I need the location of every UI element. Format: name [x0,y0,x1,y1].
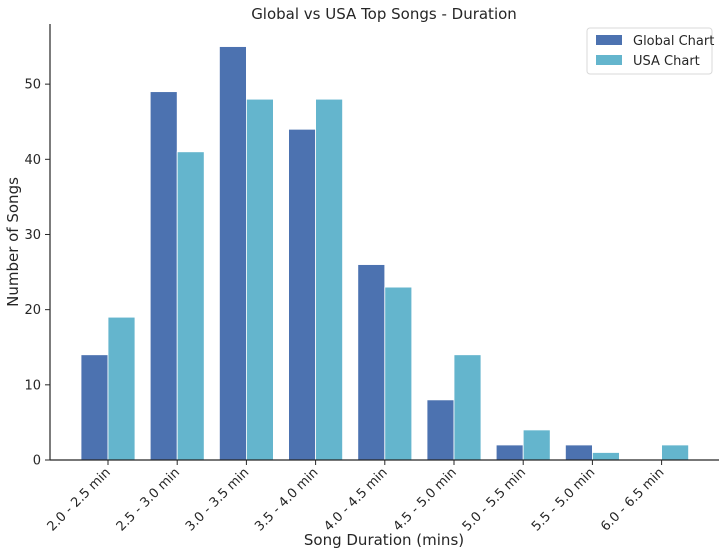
legend-swatch-global [596,35,622,45]
bar-global-chart-5-5-5-0-min [565,444,593,461]
y-tick-label: 20 [24,303,41,318]
x-tick-label: 3.0 - 3.5 min [183,465,252,534]
bar-global-chart-4-0-4-5-min [357,264,386,461]
x-axis-label: Song Duration (mins) [304,531,464,549]
x-tick-label: 4.0 - 4.5 min [321,465,390,534]
bar-usa-chart-4-0-4-5-min [384,286,413,461]
y-tick-label: 30 [24,228,41,243]
bar-usa-chart-5-5-5-0-min [592,452,620,461]
bar-usa-chart-2-5-3-0-min [176,151,205,461]
y-axis-ticks: 0 10 20 30 40 50 [24,78,50,469]
legend-label-global: Global Chart [633,34,714,49]
bar-global-chart-2-5-3-0-min [149,91,178,461]
x-axis-ticks: 2.0 - 2.5 min 2.5 - 3.0 min 3.0 - 3.5 min 3… [45,460,667,534]
y-tick-label: 40 [24,153,41,168]
bar-usa-chart-3-5-4-0-min [315,98,344,461]
x-tick-label: 4.5 - 5.0 min [391,465,460,534]
x-tick-label: 2.0 - 2.5 min [45,465,114,534]
bar-usa-chart-2-0-2-5-min [107,316,136,461]
legend: Global Chart USA Chart [586,27,714,75]
y-tick-label: 10 [24,378,41,393]
bar-usa-chart-6-0-6-5-min [661,444,689,461]
bar-global-chart-3-5-4-0-min [288,128,317,461]
bar-global-chart-4-5-5-0-min [426,399,455,461]
x-tick-label: 2.5 - 3.0 min [114,465,183,534]
chart-title: Global vs USA Top Songs - Duration [251,5,517,23]
legend-swatch-usa [596,55,622,65]
x-tick-label: 3.5 - 4.0 min [252,465,321,534]
x-tick-label: 5.0 - 5.5 min [460,465,529,534]
y-tick-label: 0 [33,454,41,469]
x-tick-label: 5.5 - 5.0 min [529,465,598,534]
bar-global-chart-5-0-5-5-min [495,444,524,461]
bar-global-chart-2-0-2-5-min [80,354,109,461]
x-tick-label: 6.0 - 6.5 min [598,465,667,534]
bar-usa-chart-5-0-5-5-min [522,429,551,461]
bar-usa-chart-4-5-5-0-min [453,354,482,461]
bar-global-chart-3-0-3-5-min [218,46,247,461]
legend-label-usa: USA Chart [633,54,700,69]
bars-group [80,46,689,461]
y-axis-label: Number of Songs [4,177,22,307]
bar-usa-chart-3-0-3-5-min [245,98,274,461]
y-tick-label: 50 [24,78,41,93]
